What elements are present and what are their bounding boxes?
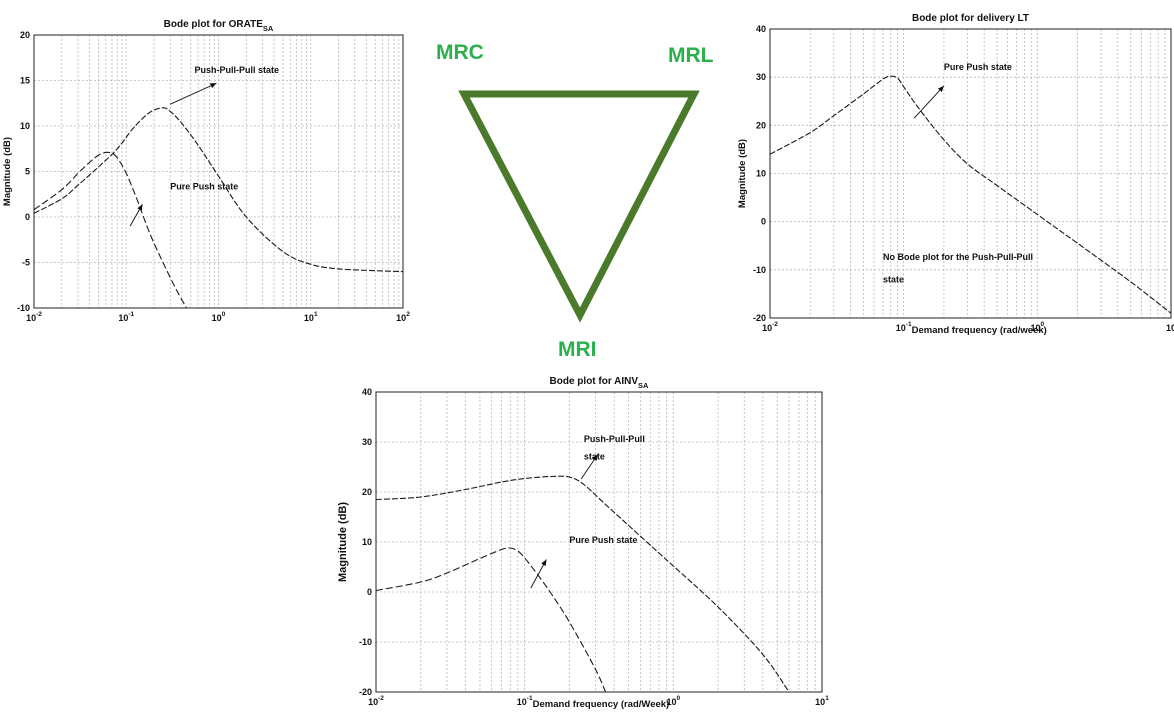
- chart1-ytick-label: 30: [756, 72, 766, 82]
- chart2-ylabel: Magnitude (dB): [337, 502, 349, 582]
- chart2-ytick-label: -20: [359, 687, 372, 697]
- chart2-ytick-label: 10: [362, 537, 372, 547]
- chart2-xtick-label: 10-1: [517, 695, 533, 707]
- chart0-xtick-label: 10-2: [26, 311, 42, 323]
- chart0-ytick-label: 0: [25, 212, 30, 222]
- chart0-annotation-text: Push-Pull-Pull state: [195, 65, 280, 75]
- chart2-ytick-label: -10: [359, 637, 372, 647]
- chart0-annotation-text: Pure Push state: [170, 182, 238, 192]
- chart0-ytick-label: 20: [20, 30, 30, 40]
- bode-plot-ainv: -20 -10 0 10 20 30 40 10-2 10-1 100 101 Bode plot f…: [330, 368, 860, 715]
- chart2-title: Bode plot for AINVSA: [550, 376, 650, 390]
- chart0-ytick-label: -10: [17, 303, 30, 313]
- mr-triangle: [464, 94, 694, 315]
- chart1-ylabel: Magnitude (dB): [737, 139, 748, 208]
- chart0-ytick-label: 5: [25, 167, 30, 177]
- chart1-annotation-text: No Bode plot for the Push-Pull-Pull: [883, 252, 1033, 262]
- chart1-ytick-label: 0: [761, 217, 766, 227]
- chart0-ytick-label: -5: [22, 258, 30, 268]
- chart0-ytick-label: 15: [20, 76, 30, 86]
- chart1-ytick-label: 20: [756, 120, 766, 130]
- chart0-xtick-label: 100: [212, 311, 226, 323]
- chart1-xtick-label: 10-1: [896, 321, 912, 333]
- label-mrc: MRC: [436, 41, 484, 65]
- chart2-annotation-text: Push-Pull-Pull: [584, 434, 645, 444]
- chart1-xtick-label: 10-2: [762, 321, 778, 333]
- chart1-annotation-text: state: [883, 274, 904, 284]
- bode-plot-orate: -10 -5 0 5 10 15 20 10-2 10-1 100 101 102 Bode plot …: [0, 0, 420, 340]
- chart1-ytick-label: 10: [756, 169, 766, 179]
- chart2-annotation-text: Pure Push state: [569, 535, 637, 545]
- mr-triangle-diagram: [440, 80, 720, 340]
- chart2-xtick-label: 10-2: [368, 695, 384, 707]
- chart2-xtick-label: 101: [815, 695, 829, 707]
- chart1-title: Bode plot for delivery LT: [912, 13, 1029, 24]
- chart2-xlabel: Demand frequency (rad/Week): [533, 699, 670, 710]
- label-mrl: MRL: [668, 44, 714, 68]
- chart0-ylabel: Magnitude (dB): [2, 137, 13, 206]
- chart1-xtick-label: 10: [1166, 323, 1174, 333]
- chart1-ytick-label: -20: [753, 313, 766, 323]
- chart2-ytick-label: 0: [367, 587, 372, 597]
- chart1-ytick-label: -10: [753, 265, 766, 275]
- chart0-xtick-label: 10-1: [118, 311, 134, 323]
- chart0-title: Bode plot for ORATESA: [164, 19, 274, 33]
- bode-plot-delivery-lt: -20 -10 0 10 20 30 40 10-2 10-1 100 10 Bode plot fo…: [735, 0, 1174, 345]
- chart1-ytick-label: 40: [756, 24, 766, 34]
- chart2-ytick-label: 40: [362, 387, 372, 397]
- chart1-xlabel: Demand frequency (rad/week): [912, 325, 1047, 336]
- bode-plot-orate-svg: -10 -5 0 5 10 15 20 10-2 10-1 100 101 102 Bode plot …: [0, 0, 420, 340]
- chart2-ytick-label: 20: [362, 487, 372, 497]
- chart2-ytick-label: 30: [362, 437, 372, 447]
- label-mri: MRI: [558, 338, 597, 362]
- chart0-ytick-label: 10: [20, 121, 30, 131]
- chart1-annotation-text: Pure Push state: [944, 62, 1012, 72]
- chart0-xtick-label: 102: [396, 311, 410, 323]
- chart0-xtick-label: 101: [304, 311, 318, 323]
